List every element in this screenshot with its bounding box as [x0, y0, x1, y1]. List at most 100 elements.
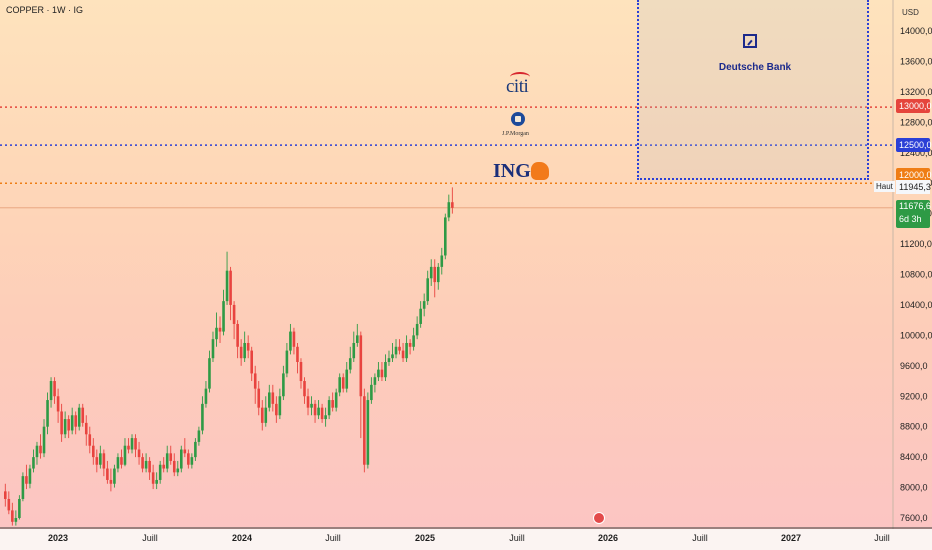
candle-body: [32, 457, 35, 469]
currency-label[interactable]: USD: [902, 8, 919, 17]
candle-body: [187, 453, 190, 465]
candle-body: [42, 426, 46, 454]
candle-body: [348, 358, 352, 370]
candle-body: [310, 403, 313, 408]
candle-body: [232, 304, 236, 324]
candle-body: [419, 308, 422, 324]
candle-body: [120, 457, 123, 465]
candle-body: [25, 476, 28, 484]
candle-body: [211, 339, 215, 359]
candle-body: [408, 342, 412, 347]
candle-body: [77, 407, 81, 427]
candle-body: [151, 472, 155, 484]
candle-body: [366, 400, 370, 465]
candle-body: [359, 335, 363, 397]
candle-body: [113, 468, 116, 484]
candle-body: [282, 373, 285, 397]
y-tick-label: 12400,0: [900, 148, 932, 158]
candle-body: [246, 342, 250, 351]
candle-body: [102, 453, 106, 469]
candle-body: [394, 346, 398, 355]
candle-body: [63, 419, 67, 435]
candle-body: [67, 419, 70, 431]
candle-body: [194, 441, 197, 458]
candle-body: [299, 362, 303, 382]
candle-body: [225, 270, 229, 302]
candle-body: [74, 415, 77, 427]
candle-body: [208, 358, 211, 389]
candle-body: [356, 335, 359, 343]
ing-logo: ING: [493, 160, 531, 182]
candle-body: [338, 377, 341, 393]
jpmorgan-logo-icon: [511, 112, 525, 126]
candle-body: [165, 453, 169, 469]
jpmorgan-price-tag: 12500,0: [896, 138, 932, 152]
candle-body: [275, 403, 278, 416]
deutsche-bank-zone: Deutsche Bank: [637, 0, 869, 180]
candle-body: [268, 392, 271, 408]
candle-body: [377, 369, 380, 378]
candle-body: [137, 449, 141, 458]
candle-body: [306, 396, 310, 408]
x-tick-label: 2023: [48, 533, 68, 543]
candle-body: [412, 335, 415, 347]
candle-body: [345, 369, 349, 389]
x-tick-label: 2024: [232, 533, 252, 543]
x-tick-label: Juill: [692, 533, 708, 543]
y-tick-label: 9600,0: [900, 361, 928, 371]
symbol-label[interactable]: COPPER · 1W · IG: [6, 5, 84, 15]
candle-body: [303, 381, 306, 397]
candle-body: [426, 278, 429, 302]
last-price-value: 11676,6: [899, 201, 931, 211]
candle-body: [144, 460, 148, 469]
candle-body: [141, 457, 144, 469]
candle-body: [56, 396, 60, 412]
candle-body: [197, 430, 201, 442]
candle-body: [95, 457, 99, 465]
candle-body: [289, 331, 292, 351]
candle-body: [109, 479, 113, 484]
x-tick-label: Juill: [142, 533, 158, 543]
candle-body: [106, 468, 109, 480]
candle-body: [130, 438, 134, 450]
candle-body: [331, 400, 334, 408]
candle-body: [148, 460, 151, 473]
y-tick-label: 10000,0: [900, 330, 932, 340]
ing-price-tag: 12000,0: [896, 168, 932, 182]
y-tick-label: 8000,0: [900, 483, 928, 493]
candle-body: [172, 460, 176, 473]
candle-body: [440, 255, 444, 267]
candle-body: [39, 445, 42, 454]
candle-body: [415, 323, 419, 336]
candle-body: [334, 392, 338, 408]
us-flag-event-icon[interactable]: [593, 512, 605, 524]
candle-body: [384, 362, 387, 378]
candle-body: [271, 392, 275, 404]
candle-body: [60, 411, 63, 435]
candle-body: [183, 449, 187, 454]
last-price-tag: 11676,6 6d 3h: [896, 200, 931, 228]
candle-body: [21, 476, 25, 499]
candle-body: [363, 396, 366, 465]
candle-body: [70, 415, 74, 431]
y-tick-label: 11200,0: [900, 239, 932, 249]
candle-body: [116, 457, 120, 469]
candle-body: [447, 202, 451, 218]
y-tick-label: 7600,0: [900, 513, 928, 523]
candle-body: [341, 377, 345, 389]
candle-body: [327, 400, 331, 416]
candle-body: [123, 445, 127, 465]
x-tick-label: Juill: [325, 533, 341, 543]
citi-logo-arc-icon: [510, 72, 530, 82]
x-tick-label: 2026: [598, 533, 618, 543]
candle-body: [444, 217, 447, 256]
candle-body: [401, 350, 405, 359]
candle-body: [250, 350, 253, 374]
candle-body: [285, 350, 289, 374]
candle-body: [380, 369, 384, 378]
y-tick-label: 8400,0: [900, 452, 928, 462]
x-tick-label: 2025: [415, 533, 435, 543]
y-tick-label: 13200,0: [900, 87, 932, 97]
